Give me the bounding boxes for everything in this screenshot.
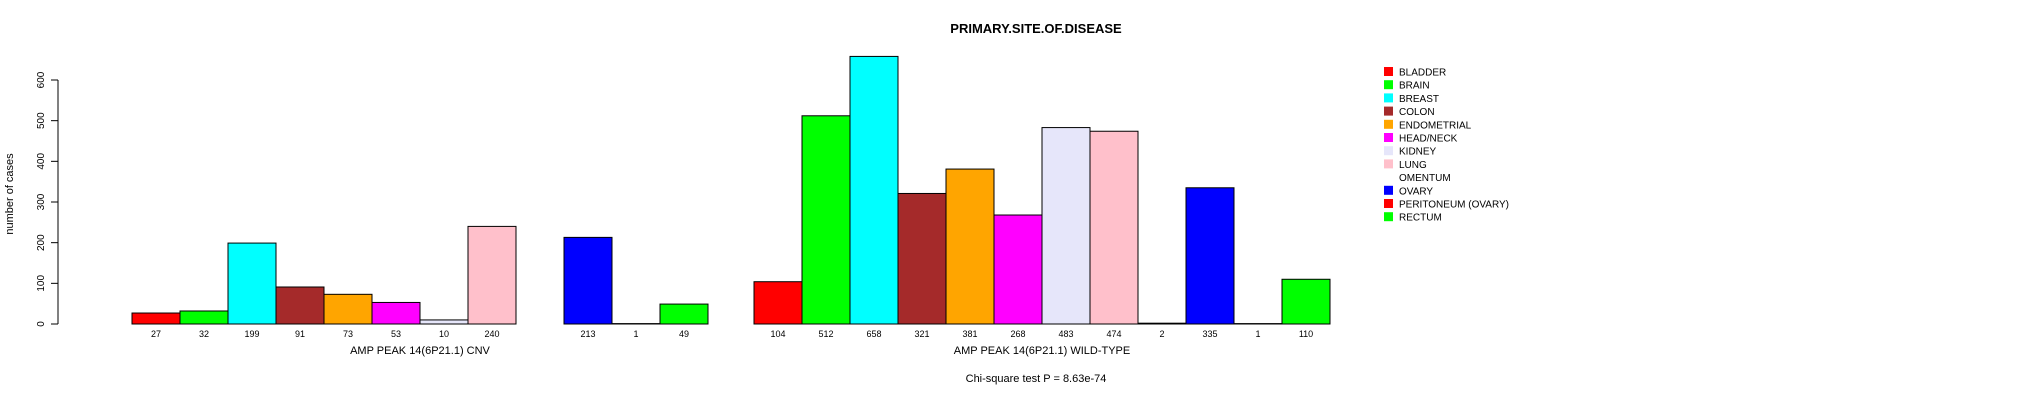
legend-swatch	[1384, 146, 1393, 156]
bar-count-label: 73	[343, 329, 353, 339]
bar-count-label: 268	[1010, 329, 1025, 339]
bar-colon	[275, 286, 325, 325]
legend-swatch	[1384, 185, 1393, 195]
bar-bladder	[753, 281, 803, 325]
y-axis: 0 100 200 300 400 500 600	[36, 71, 59, 327]
legend-swatch	[1384, 80, 1393, 90]
legend-label: HEAD/NECK	[1399, 134, 1458, 145]
legend-swatch	[1384, 199, 1393, 208]
bar-count-label: 10	[439, 329, 449, 339]
bar-ovary	[1185, 187, 1235, 325]
legend: BLADDER BRAIN BREAST COLON ENDOMETRIAL HEAD/N…	[1384, 67, 1509, 224]
bar-head-neck	[993, 214, 1043, 325]
bar-endometrial	[323, 293, 373, 325]
bar-lung	[467, 225, 517, 325]
legend-label: RECTUM	[1399, 213, 1442, 224]
bar-count-label: 53	[391, 329, 401, 339]
legend-label: BLADDER	[1399, 68, 1446, 79]
y-tick-label: 500	[36, 112, 47, 129]
legend-label: OVARY	[1399, 186, 1433, 197]
legend-label: PERITONEUM (OVARY)	[1399, 200, 1509, 211]
bar-omentum	[1137, 322, 1187, 325]
bar-count-label: 658	[866, 329, 881, 339]
bar-count-label: 240	[484, 329, 499, 339]
legend-label: OMENTUM	[1399, 173, 1451, 184]
legend-label: COLON	[1399, 107, 1435, 118]
bar-count-label: 1	[1255, 329, 1260, 339]
legend-swatch	[1384, 67, 1393, 76]
y-tick-label: 300	[36, 193, 47, 210]
y-tick-label: 400	[36, 153, 47, 170]
legend-label: ENDOMETRIAL	[1399, 120, 1472, 131]
legend-swatch	[1384, 133, 1393, 142]
y-tick-label: 600	[36, 71, 47, 88]
group-label: AMP PEAK 14(6P21.1) WILD-TYPE	[954, 345, 1130, 357]
legend-swatch	[1384, 119, 1393, 129]
bar-endometrial	[945, 168, 995, 325]
bar-count-label: 381	[962, 329, 977, 339]
bar-kidney	[419, 319, 469, 325]
bar-count-label: 27	[151, 329, 161, 339]
y-tick-label: 0	[36, 321, 47, 327]
bar-brain	[179, 310, 229, 325]
legend-swatch	[1384, 212, 1393, 222]
bar-bladder	[131, 312, 181, 325]
bar-count-label: 199	[244, 329, 259, 339]
y-axis-label: number of cases	[4, 153, 16, 235]
y-tick-label: 200	[36, 234, 47, 251]
bars: 27 32 199 91 73 53 10 240 213 1 49 104 512 658 321 381 2…	[131, 55, 1331, 339]
bar-breast	[849, 55, 899, 325]
bar-brain	[801, 115, 851, 325]
bar-count-label: 49	[679, 329, 689, 339]
bar-count-label: 474	[1106, 329, 1121, 339]
legend-label: LUNG	[1399, 160, 1427, 171]
group-labels: AMP PEAK 14(6P21.1) CNV AMP PEAK 14(6P21.…	[350, 345, 1130, 357]
bar-count-label: 32	[199, 329, 209, 339]
bar-count-label: 483	[1058, 329, 1073, 339]
y-tick-label: 100	[36, 275, 47, 292]
bar-lung	[1089, 130, 1139, 325]
bar-colon	[897, 192, 947, 325]
bar-count-label: 2	[1159, 329, 1164, 339]
legend-label: BRAIN	[1399, 81, 1430, 92]
legend-swatch	[1384, 159, 1393, 169]
chart-title: PRIMARY.SITE.OF.DISEASE	[950, 21, 1122, 36]
bar-count-label: 110	[1299, 329, 1313, 339]
bar-count-label: 91	[295, 329, 305, 339]
bar-count-label: 321	[914, 329, 929, 339]
bar-kidney	[1041, 127, 1091, 325]
legend-swatch	[1384, 93, 1393, 103]
bar-head-neck	[371, 301, 421, 325]
stat-annotation: Chi-square test P = 8.63e-74	[966, 373, 1107, 385]
bar-ovary	[563, 236, 613, 325]
bar-breast	[227, 242, 277, 325]
bar-count-label: 335	[1202, 329, 1217, 339]
bar-count-label: 512	[818, 329, 833, 339]
legend-swatch	[1384, 106, 1393, 116]
bar-rectum	[659, 303, 709, 325]
legend-label: BREAST	[1399, 94, 1439, 105]
legend-swatch	[1384, 172, 1393, 182]
bar-count-label: 1	[633, 329, 638, 339]
bar-count-label: 213	[580, 329, 595, 339]
legend-label: KIDNEY	[1399, 147, 1437, 158]
group-label: AMP PEAK 14(6P21.1) CNV	[350, 345, 490, 357]
bar-count-label: 104	[770, 329, 785, 339]
bar-rectum	[1281, 278, 1331, 325]
